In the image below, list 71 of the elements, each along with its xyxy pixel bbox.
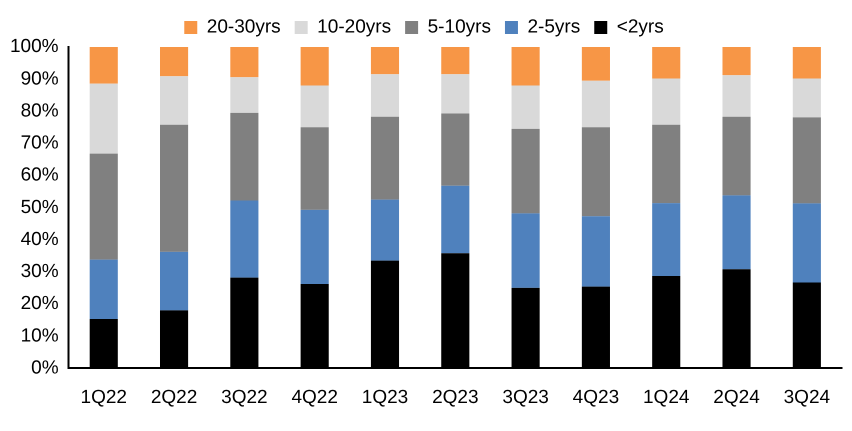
legend-label: 10-20yrs (317, 16, 392, 38)
bar (441, 47, 470, 74)
x-tick-label: 4Q22 (291, 386, 338, 408)
bar (512, 128, 540, 214)
legend-label: 2-5yrs (527, 16, 580, 38)
bar (160, 124, 188, 252)
x-tick-label: 2Q22 (150, 386, 198, 408)
bar (160, 47, 188, 76)
bar (90, 260, 118, 320)
bar (300, 47, 329, 86)
y-tick-label: 10% (20, 325, 59, 346)
y-tick-label: 90% (20, 68, 59, 90)
legend-label: 5-10yrs (428, 16, 491, 38)
bar (722, 75, 751, 117)
y-tick-label: 70% (20, 132, 59, 154)
bar (512, 213, 540, 288)
bar (230, 112, 258, 201)
bar (90, 84, 118, 154)
bar (370, 116, 400, 200)
bar (652, 203, 680, 276)
x-tick-label: 1Q22 (80, 386, 127, 408)
bar (370, 47, 400, 74)
bar (441, 113, 470, 186)
bar (441, 186, 470, 254)
y-tick-label: 100% (10, 36, 59, 58)
y-tick-label: 80% (20, 100, 59, 122)
bar (722, 116, 751, 196)
x-tick-label: 3Q22 (221, 386, 268, 408)
bar (652, 78, 680, 125)
x-tick-label: 2Q24 (713, 386, 760, 408)
bar (160, 252, 188, 310)
x-tick-label: 3Q24 (784, 386, 831, 408)
bar (722, 195, 751, 270)
x-tick-label: 1Q23 (362, 386, 408, 408)
y-tick-label: 50% (20, 196, 59, 218)
y-tick-label: 20% (20, 293, 59, 314)
bar (300, 210, 329, 284)
legend-label: 20-30yrs (206, 16, 281, 38)
bar (370, 74, 400, 117)
x-tick-label: 4Q23 (572, 386, 620, 408)
x-tick-label: 1Q24 (642, 386, 690, 408)
bar (792, 47, 821, 78)
x-tick-label: 2Q23 (432, 386, 479, 408)
bar (230, 200, 258, 278)
bar (370, 200, 400, 261)
bar (160, 76, 188, 125)
x-tick-label: 3Q23 (502, 386, 549, 408)
bar (582, 127, 610, 216)
bar (230, 77, 258, 113)
bar (512, 47, 540, 86)
legend-label: <2yrs (616, 16, 664, 38)
bar (652, 47, 680, 78)
bar (230, 47, 258, 78)
bar (512, 86, 540, 129)
bar (582, 216, 610, 287)
bar (300, 127, 329, 210)
bar (582, 80, 610, 128)
bar (90, 154, 118, 260)
bar (441, 74, 470, 114)
bar (90, 47, 118, 84)
y-tick-label: 30% (20, 261, 59, 282)
bar (582, 47, 610, 81)
bar (792, 203, 821, 282)
y-tick-label: 60% (20, 164, 59, 186)
bar (300, 86, 329, 128)
y-tick-label: 0% (31, 357, 59, 378)
bar (722, 47, 751, 76)
bar (792, 78, 821, 118)
bar (792, 117, 821, 204)
bar (652, 124, 680, 204)
y-tick-label: 40% (20, 228, 59, 250)
